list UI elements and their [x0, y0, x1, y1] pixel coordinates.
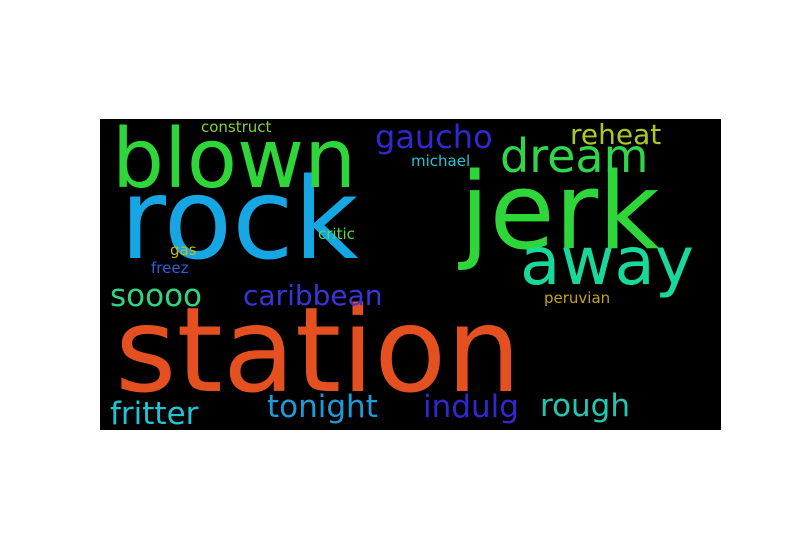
word-reheat: reheat: [570, 119, 662, 151]
word-away: away: [520, 223, 694, 300]
word-jerk: jerk: [460, 150, 660, 273]
word-peruvian: peruvian: [544, 289, 611, 307]
word-rock: rock: [120, 155, 359, 285]
word-soooo: soooo: [110, 278, 203, 314]
word-michael: michael: [411, 152, 471, 170]
word-tonight: tonight: [267, 389, 378, 425]
word-rough: rough: [540, 388, 631, 424]
word-fritter: fritter: [110, 396, 199, 430]
word-construct: construct: [201, 119, 272, 136]
word-critic: critic: [318, 225, 355, 243]
word-indulg: indulg: [423, 389, 519, 425]
word-station: station: [115, 281, 522, 419]
word-blown: blown: [112, 119, 357, 207]
word-gas: gas: [170, 241, 197, 259]
word-dream: dream: [500, 129, 649, 183]
word-gaucho: gaucho: [375, 119, 493, 156]
word-cloud: station rock jerk blown away dream gauch…: [100, 119, 721, 430]
word-caribbean: caribbean: [243, 279, 383, 312]
word-freez: freez: [151, 259, 189, 277]
